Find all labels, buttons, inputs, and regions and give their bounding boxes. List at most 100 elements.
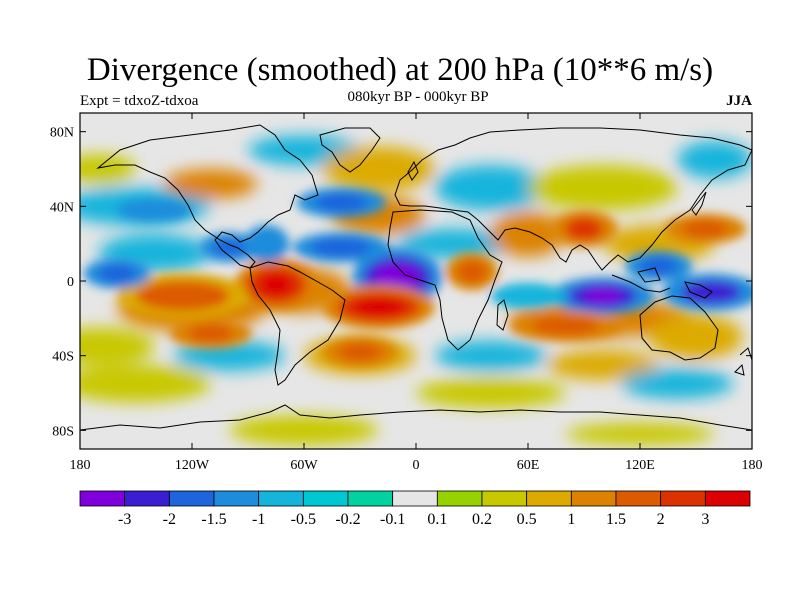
- colorbar-swatch: [481, 490, 528, 507]
- coast-uk: [407, 160, 419, 181]
- colorbar-swatch: [124, 490, 170, 507]
- x-tick-label: 60W: [290, 458, 318, 473]
- field-contour: [188, 323, 234, 343]
- coast-antarctica: [80, 404, 752, 431]
- field-contour: [315, 193, 368, 212]
- field-contour: [244, 225, 290, 263]
- field-patch: [434, 340, 547, 371]
- field-contour: [490, 282, 566, 309]
- colorbar-label: -1.5: [201, 511, 226, 528]
- page-title: Divergence (smoothed) at 200 hPa (10**6 …: [86, 52, 714, 88]
- field-contour: [337, 342, 383, 362]
- coast-south-america: [249, 261, 346, 386]
- colorbar-swatch: [258, 490, 304, 507]
- colorbar-swatch: [347, 490, 394, 507]
- y-axis: 80N 40N 0 40S 80S: [50, 126, 752, 439]
- x-tick-label: 0: [413, 458, 420, 473]
- y-tick-label: 40S: [52, 350, 74, 365]
- colorbar-label: 0.1: [427, 511, 447, 528]
- field-patch: [649, 314, 743, 360]
- colorbar-swatch: [436, 490, 483, 507]
- field-contour: [457, 260, 487, 283]
- field-contour: [584, 288, 622, 304]
- x-tick-label: 120E: [625, 458, 655, 473]
- field-patch: [546, 350, 659, 380]
- season-label: JJA: [726, 93, 752, 109]
- coastlines: [80, 124, 752, 431]
- colorbar-label: -1: [252, 511, 265, 528]
- field-contour: [136, 281, 230, 311]
- field-contour: [212, 239, 247, 255]
- field-patch: [80, 154, 136, 184]
- colorbar-label: -0.5: [291, 511, 316, 528]
- field-patch: [434, 165, 547, 211]
- period-subtitle: 080kyr BP - 000kyr BP: [347, 89, 489, 105]
- colorbar-label: -2: [163, 511, 176, 528]
- experiment-label: Expt = tdxoZ-tdxoa: [80, 93, 199, 109]
- field-patch: [490, 211, 566, 257]
- field-contour: [311, 238, 372, 257]
- coast-new-guinea: [684, 281, 713, 299]
- colorbar-swatch: [570, 490, 617, 507]
- field-patch: [164, 169, 258, 199]
- colorbar-label: 1.5: [606, 511, 626, 528]
- x-tick-label: 120W: [175, 458, 210, 473]
- colorbar-label: -3: [118, 511, 131, 528]
- x-tick-label: 60E: [517, 458, 540, 473]
- coast-north-america: [96, 124, 319, 269]
- field-patch: [322, 146, 435, 192]
- colorbar-swatch: [526, 490, 572, 507]
- field-contour: [117, 198, 192, 222]
- coast-indonesia: [611, 267, 671, 293]
- x-tick-label: 180: [70, 458, 91, 473]
- field-patch: [397, 228, 510, 259]
- colorbar-label: 2: [657, 511, 665, 528]
- colorbar-label: -0.2: [335, 511, 360, 528]
- field-contour: [531, 316, 599, 336]
- coast-greenland: [319, 127, 381, 173]
- field-patch: [677, 141, 752, 179]
- field-patch: [173, 340, 286, 371]
- y-tick-label: 80N: [50, 126, 74, 141]
- colorbar-label: 0.2: [472, 511, 492, 528]
- colorbar-swatch: [704, 490, 751, 507]
- field-contour: [640, 256, 678, 276]
- field-patch: [229, 415, 379, 446]
- field-patch: [528, 165, 678, 211]
- field-contour: [682, 219, 728, 239]
- field-contour: [374, 264, 420, 291]
- coast-eurasia: [394, 127, 752, 271]
- colorbar-label: -0.1: [380, 511, 405, 528]
- colorbar-swatch: [79, 490, 126, 507]
- colorbar: -3 -2 -1.5 -1 -0.5 -0.2 -0.1 0.1 0.2 0.5 1 1.5 2 3: [79, 490, 751, 528]
- coast-madagascar: [496, 299, 509, 331]
- colorbar-swatch: [168, 490, 215, 507]
- x-axis: 180 120W 60W 0 60E 120E 180: [70, 113, 763, 473]
- colorbar-label: 3: [701, 511, 709, 528]
- y-tick-label: 40N: [50, 200, 74, 215]
- field-contour: [565, 217, 603, 240]
- y-tick-label: 0: [67, 275, 74, 290]
- coast-australia: [639, 295, 719, 361]
- field-contour: [681, 281, 741, 304]
- field-contour: [259, 273, 293, 296]
- field-patch: [416, 378, 566, 408]
- colorbar-swatch: [213, 490, 260, 507]
- field-contour: [352, 297, 405, 317]
- colorbar-swatch: [392, 490, 438, 507]
- field-contour: [98, 264, 136, 283]
- field-patch: [621, 368, 734, 399]
- colorbar-label: 0.5: [517, 511, 537, 528]
- colorbar-swatch: [660, 490, 706, 507]
- field-patch: [565, 422, 715, 446]
- field-patch: [80, 327, 155, 365]
- coast-africa: [387, 209, 503, 351]
- field-patch: [80, 365, 211, 403]
- colorbar-label: 1: [567, 511, 575, 528]
- y-tick-label: 80S: [52, 424, 74, 439]
- colorbar-swatch: [615, 490, 662, 507]
- coast-japan: [691, 191, 707, 216]
- colorbar-swatch: [302, 490, 349, 507]
- x-tick-label: 180: [742, 458, 763, 473]
